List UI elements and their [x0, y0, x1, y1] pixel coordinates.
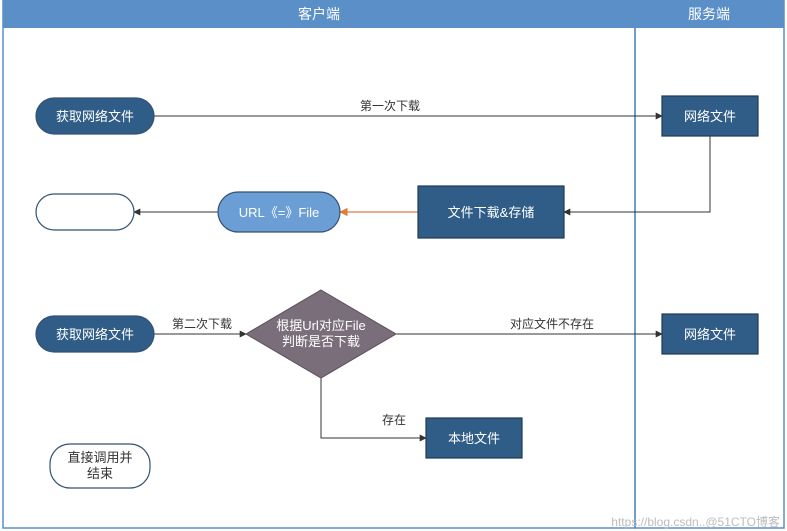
node-download-store-label: 文件下载&存储: [448, 205, 535, 220]
node-url-file-label: URL《=》File: [239, 205, 320, 220]
node-get-file-2-label: 获取网络文件: [56, 327, 134, 342]
node-net-file-2-label: 网络文件: [684, 327, 736, 342]
edge-netfile-to-download: [564, 136, 710, 212]
edge-exist: [321, 378, 426, 438]
lane-client-label: 客户端: [298, 6, 340, 22]
edge-exist-label: 存在: [382, 413, 406, 427]
node-local-file-label: 本地文件: [448, 431, 500, 446]
node-decision-label-1: 根据Url对应File: [276, 318, 366, 333]
node-empty-end: [36, 194, 134, 230]
edge-second-download-label: 第二次下载: [172, 317, 232, 331]
lane-server-body: [635, 0, 784, 528]
node-net-file-1-label: 网络文件: [684, 109, 736, 124]
edge-not-exist-label: 对应文件不存在: [510, 316, 594, 331]
lane-server-label: 服务端: [688, 6, 730, 22]
node-direct-end-label-1: 直接调用并: [67, 450, 132, 465]
watermark: https://blog.csdn..@51CTO博客: [611, 514, 780, 529]
node-direct-end-label-2: 结束: [87, 466, 113, 481]
node-decision-label-2: 判断是否下载: [282, 334, 360, 349]
edge-first-download-label: 第一次下载: [360, 99, 420, 113]
node-get-file-1-label: 获取网络文件: [56, 109, 134, 124]
